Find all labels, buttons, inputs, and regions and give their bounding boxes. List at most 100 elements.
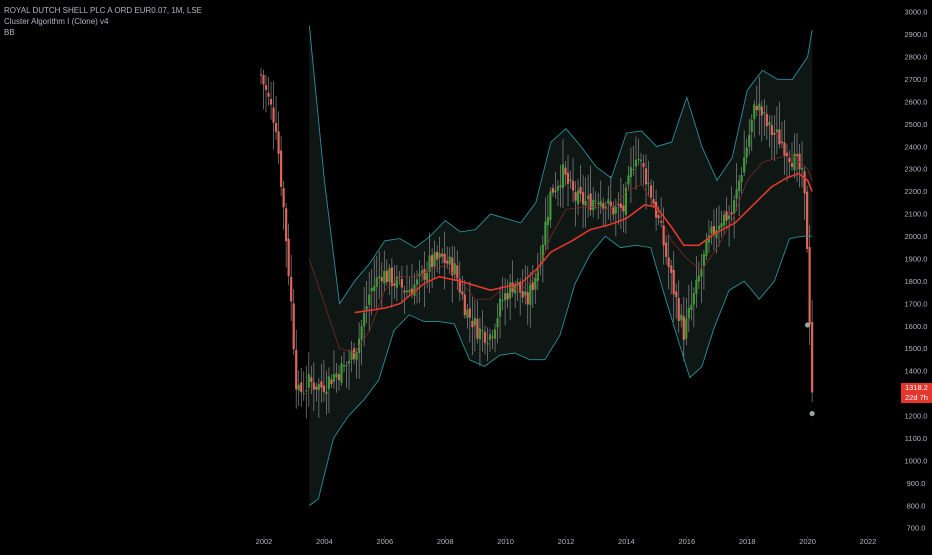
candle-body — [672, 270, 675, 295]
candle-body — [272, 107, 275, 123]
candle-body — [634, 159, 638, 167]
candle-body — [654, 201, 658, 218]
candle-body — [365, 306, 368, 310]
candle-body — [509, 282, 512, 299]
candle-body — [808, 247, 811, 325]
candle-body — [393, 283, 396, 286]
candle-body — [770, 125, 773, 135]
candle-body — [280, 150, 283, 187]
x-tick-label: 2012 — [558, 537, 575, 546]
candle-body — [795, 154, 799, 157]
candle-body — [660, 221, 663, 223]
candle-body — [332, 374, 336, 382]
candle-body — [478, 328, 482, 340]
candle-body — [317, 383, 320, 390]
bb-fill — [309, 25, 813, 506]
candle-body — [780, 141, 784, 143]
candle-body — [277, 131, 280, 154]
candle-body — [811, 322, 814, 393]
candle-body — [473, 317, 476, 326]
candle-body — [675, 291, 678, 297]
candle-body — [355, 352, 358, 361]
candle-body — [307, 374, 310, 388]
candle-body — [733, 200, 736, 214]
candle-body — [765, 113, 768, 127]
candle-body — [617, 204, 620, 206]
candle-body — [491, 336, 494, 338]
candle-body — [657, 215, 660, 219]
y-tick-label: 1800.0 — [905, 277, 928, 286]
y-tick-label: 1000.0 — [905, 456, 928, 465]
candle-body — [644, 168, 648, 185]
x-tick-label: 2002 — [256, 537, 273, 546]
signal-marker — [805, 322, 811, 328]
candle-body — [287, 238, 290, 277]
candle-body — [468, 308, 471, 318]
y-tick-label: 2900.0 — [905, 30, 928, 39]
candle-body — [413, 284, 416, 296]
candle-body — [710, 226, 713, 234]
candle-body — [481, 330, 484, 332]
candle-body — [579, 186, 582, 194]
indicator-bb-label[interactable]: BB — [4, 28, 15, 37]
candle-body — [274, 122, 278, 132]
y-tick-label: 2300.0 — [905, 165, 928, 174]
candle-body — [501, 299, 504, 301]
candle-body — [760, 106, 763, 116]
candle-body — [632, 168, 635, 170]
candle-body — [302, 393, 305, 395]
candle-body — [727, 215, 731, 220]
candle-body — [788, 157, 791, 162]
candle-body — [604, 206, 607, 210]
candle-body — [342, 365, 346, 367]
candle-body — [496, 317, 499, 328]
candle-body — [335, 373, 338, 378]
candle-body — [436, 251, 439, 260]
candle-body — [594, 200, 597, 202]
candle-body — [441, 253, 444, 257]
candle-body — [425, 272, 429, 281]
candle-body — [267, 92, 270, 97]
candle-body — [378, 276, 381, 278]
candle-body — [446, 260, 449, 264]
candle-body — [456, 265, 459, 280]
candle-body — [715, 230, 718, 239]
candle-body — [526, 292, 529, 305]
candle-body — [750, 119, 753, 132]
candle-body — [448, 256, 451, 265]
candle-body — [549, 191, 552, 221]
candle-body — [778, 129, 781, 145]
bar-countdown: 22d 7h — [905, 393, 928, 402]
candle-body — [322, 385, 325, 392]
candle-body — [554, 190, 557, 193]
symbol-title[interactable]: ROYAL DUTCH SHELL PLC A ORD EUR0.07, 1M,… — [4, 6, 202, 15]
candle-body — [400, 279, 404, 288]
candle-body — [408, 290, 411, 293]
candle-body — [531, 282, 534, 291]
bb-lower-line — [309, 235, 813, 506]
candle-body — [627, 175, 630, 185]
last-price: 1318.2 — [905, 383, 928, 392]
candle-body — [685, 318, 688, 339]
candle-body — [800, 168, 804, 170]
candle-body — [337, 374, 341, 381]
candle-body — [320, 381, 323, 388]
candle-body — [297, 384, 300, 391]
y-tick-label: 1500.0 — [905, 344, 928, 353]
candle-body — [461, 291, 464, 295]
candle-body — [423, 269, 426, 280]
x-tick-label: 2016 — [678, 537, 695, 546]
candle-body — [551, 187, 555, 193]
candle-body — [262, 74, 265, 85]
candle-body — [315, 386, 318, 390]
y-tick-label: 1700.0 — [905, 299, 928, 308]
candle-body — [725, 211, 728, 221]
candle-body — [738, 180, 741, 192]
y-tick-label: 800.0 — [907, 501, 926, 510]
candle-body — [428, 255, 431, 273]
candle-body — [410, 288, 414, 295]
x-tick-label: 2006 — [376, 537, 393, 546]
indicator-cluster-label[interactable]: Cluster Algorithm I (Clone) v4 — [4, 17, 109, 26]
